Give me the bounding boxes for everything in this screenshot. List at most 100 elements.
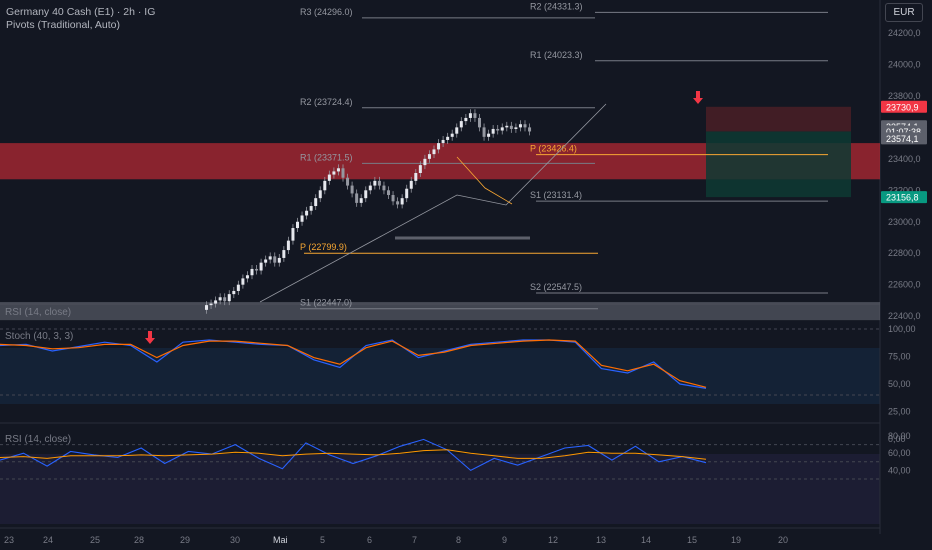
rsi-legend-top[interactable]: RSI (14, close): [5, 307, 72, 318]
price-tag-label: 23574,1: [886, 134, 919, 144]
candle-body: [264, 259, 268, 263]
candle-body: [427, 154, 431, 159]
price-tag: [881, 132, 927, 145]
time-axis-label: Mai: [273, 535, 288, 545]
time-axis-label: 23: [4, 535, 14, 545]
candle-body: [350, 185, 354, 194]
price-tick-label: 22600,0: [888, 280, 921, 290]
rsi-series-1: [0, 449, 707, 460]
stoch-legend[interactable]: Stoch (40, 3, 3): [5, 331, 74, 342]
candle-body: [359, 198, 363, 203]
short-target-zone: [706, 131, 851, 198]
candle-body: [259, 262, 263, 271]
stoch-tick-label: 0,00: [888, 434, 906, 444]
candle-body: [523, 124, 527, 128]
time-axis-label: 9: [502, 535, 507, 545]
pivots-indicator-label[interactable]: Pivots (Traditional, Auto): [6, 19, 120, 31]
price-tag-label: 23156,8: [886, 193, 919, 203]
candle-body: [346, 177, 350, 186]
candle-body: [214, 300, 218, 304]
time-axis-label: 6: [367, 535, 372, 545]
time-axis-label: 24: [43, 535, 53, 545]
candle-body: [364, 190, 368, 199]
candle-body: [423, 158, 427, 166]
candle-body: [205, 305, 208, 310]
candle-body: [300, 215, 304, 222]
candle-body: [441, 139, 445, 144]
time-axis-label: 12: [548, 535, 558, 545]
candle-body: [296, 221, 299, 229]
time-axis-label: 28: [134, 535, 144, 545]
candle-body: [473, 113, 477, 118]
candle-body: [400, 198, 404, 205]
price-tick-label: 23400,0: [888, 154, 921, 164]
time-axis-label: 29: [180, 535, 190, 545]
candle-body: [478, 117, 481, 128]
price-tick-label: 24000,0: [888, 59, 921, 69]
time-axis-label: 14: [641, 535, 651, 545]
candle-body: [405, 188, 409, 199]
candle-body: [241, 278, 245, 285]
symbol-title[interactable]: Germany 40 Cash (E1) · 2h · IG: [6, 6, 156, 18]
candle-body: [218, 297, 222, 301]
price-tag-label: 01:07:38: [886, 127, 921, 137]
price-tick-label: 24200,0: [888, 28, 921, 38]
candle-body: [223, 297, 227, 302]
sell-arrow-price: [693, 91, 703, 104]
pivot-label: P (22799.9): [300, 242, 347, 252]
time-axis-label: 30: [230, 535, 240, 545]
candle-body: [336, 168, 340, 172]
candle-body: [373, 180, 377, 186]
price-tick-label: 23800,0: [888, 91, 921, 101]
candle-body: [282, 250, 286, 258]
rsi-legend[interactable]: RSI (14, close): [5, 434, 72, 445]
candle-body: [482, 127, 486, 137]
rsi-series-0: [0, 438, 707, 472]
time-axis-label: 15: [687, 535, 697, 545]
candle-body: [286, 240, 290, 251]
price-tag-label: 23730,9: [886, 102, 919, 112]
candle-body: [437, 143, 441, 150]
candle-body: [496, 128, 500, 131]
candle-body: [291, 228, 295, 241]
sell-arrow-stoch: [145, 331, 155, 344]
candle-body: [450, 133, 454, 137]
candle-body: [505, 125, 509, 128]
candle-body: [391, 195, 395, 202]
candle-body: [514, 127, 518, 129]
support-zone: [0, 301, 880, 321]
chart-legend: Germany 40 Cash (E1) · 2h · IG Pivots (T…: [6, 6, 155, 32]
time-axis-label: 20: [778, 535, 788, 545]
time-axis-label: 25: [90, 535, 100, 545]
time-axis-label: 8: [456, 535, 461, 545]
candle-body: [468, 113, 472, 118]
stoch-tick-label: 50,00: [888, 379, 911, 389]
short-stop-zone: [706, 106, 851, 132]
price-tick-label: 23200,0: [888, 185, 921, 195]
candle-body: [209, 303, 213, 306]
candle-body: [323, 180, 327, 191]
stoch-tick-label: 75,00: [888, 352, 911, 362]
pivot-label: R2 (23724.4): [300, 97, 353, 107]
pivot-label: S2 (22547.5): [530, 282, 582, 292]
time-axis-label: 7: [412, 535, 417, 545]
pivot-label: R2 (24331.3): [530, 1, 583, 11]
candle-body: [355, 193, 359, 203]
pivot-label: P (23426.4): [530, 144, 577, 154]
pivot-label: R3 (24296.0): [300, 7, 353, 17]
candle-body: [236, 284, 240, 291]
candle-body: [314, 198, 318, 207]
rsi-tick-label: 80,00: [888, 431, 911, 441]
pivot-label: S1 (23131.4): [530, 190, 582, 200]
candle-body: [332, 171, 336, 175]
trendline-short: [456, 156, 513, 205]
candle-body: [268, 256, 272, 260]
pivot-label: R1 (24023.3): [530, 50, 583, 60]
candle-body: [382, 185, 386, 191]
currency-button[interactable]: EUR: [885, 3, 923, 22]
time-axis-label: 5: [320, 535, 325, 545]
candle-body: [309, 206, 313, 211]
candle-body: [409, 180, 413, 189]
candle-body: [509, 125, 513, 129]
